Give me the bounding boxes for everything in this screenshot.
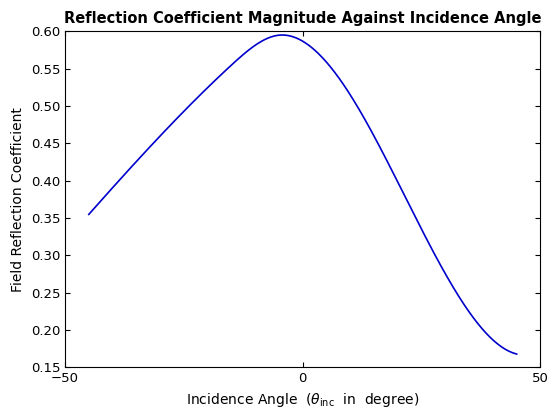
Y-axis label: Field Reflection Coefficient: Field Reflection Coefficient	[11, 107, 25, 292]
X-axis label: Incidence Angle  ($\theta_{\rm inc}$  in  degree): Incidence Angle ($\theta_{\rm inc}$ in d…	[186, 391, 419, 409]
Title: Reflection Coefficient Magnitude Against Incidence Angle: Reflection Coefficient Magnitude Against…	[64, 11, 542, 26]
